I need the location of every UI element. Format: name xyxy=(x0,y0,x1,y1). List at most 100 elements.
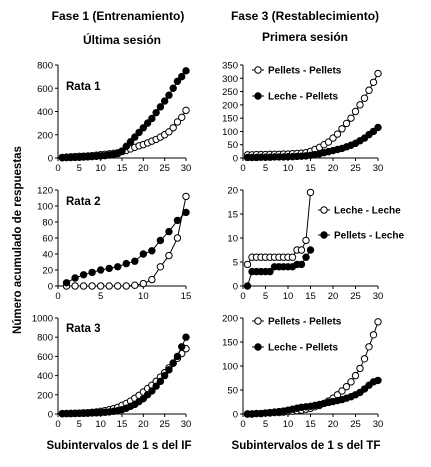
chart-panel-3: 0 20 40 60 80 100 120 0 5 10 15 Rata 2 xyxy=(37,186,191,303)
data-point xyxy=(324,138,333,146)
y-tick-label: 0 xyxy=(48,410,53,421)
x-tick-label: 30 xyxy=(373,419,384,430)
x-tick-label: 25 xyxy=(350,291,361,302)
series-open xyxy=(243,188,315,269)
data-point xyxy=(351,371,360,380)
series-filled xyxy=(62,208,190,287)
data-point xyxy=(173,352,182,361)
legend-marker xyxy=(320,206,328,214)
chart-panel-2: 0 50 100 150 200 250 300 350 0 5 10 15 20 25 30 Pellets… xyxy=(222,61,383,175)
x-tick-label: 5 xyxy=(263,419,268,430)
x-tick-label: 20 xyxy=(138,419,149,430)
chart-panel-6: 0 50 100 150 200 0 5 10 15 20 25 30 Pellets - Pellet… xyxy=(222,314,383,431)
y-tick-label: 150 xyxy=(222,114,238,125)
x-tick-label: 5 xyxy=(263,163,268,174)
x-tick-label: 20 xyxy=(138,163,149,174)
data-point xyxy=(178,343,186,351)
x-tick-label: 0 xyxy=(55,419,60,430)
y-tick-label: 100 xyxy=(37,202,53,213)
y-tick-label: 100 xyxy=(222,362,238,373)
data-point xyxy=(114,282,122,290)
data-point xyxy=(131,281,139,289)
series-open xyxy=(62,192,190,290)
y-tick-label: 10 xyxy=(227,234,238,245)
x-tick-label: 5 xyxy=(77,163,82,174)
data-point xyxy=(338,125,346,133)
legend: Pellets - Pellets Leche - Pellets xyxy=(252,317,342,354)
data-point xyxy=(160,97,169,105)
x-tick-label: 5 xyxy=(77,419,82,430)
data-point xyxy=(62,279,71,287)
series-filled xyxy=(243,246,315,290)
x-tick-label: 10 xyxy=(138,291,149,302)
data-point xyxy=(126,138,135,146)
data-point xyxy=(374,123,382,132)
panel-label: Rata 3 xyxy=(66,323,101,335)
y-tick-label: 1000 xyxy=(32,314,53,325)
data-point xyxy=(152,108,160,117)
data-point xyxy=(156,103,165,111)
right-column-subheader: Primera sesión xyxy=(262,30,348,44)
data-point xyxy=(182,208,190,217)
y-axis-label: Número acumulado de respuestas xyxy=(12,146,24,334)
y-tick-label: 5 xyxy=(233,258,238,269)
data-point xyxy=(131,133,139,141)
x-tick-label: 20 xyxy=(328,419,339,430)
y-tick-label: 100 xyxy=(222,127,238,138)
y-tick-label: 15 xyxy=(227,210,238,221)
y-tick-label: 20 xyxy=(227,186,238,197)
chart-panel-1: 0 200 400 600 800 0 5 10 15 20 25 30 Rata 1 xyxy=(37,61,191,175)
data-point xyxy=(374,318,382,326)
x-tick-label: 5 xyxy=(98,291,103,302)
data-point xyxy=(139,124,148,132)
data-point xyxy=(152,382,160,390)
data-point xyxy=(333,130,342,138)
legend-label: Pellets - Leche xyxy=(334,231,404,242)
y-tick-label: 0 xyxy=(48,154,53,165)
chart-panel-4: 0 5 10 15 20 0 5 10 15 20 25 30 Leche - Leche Pellets… xyxy=(227,186,404,303)
data-point xyxy=(365,86,373,94)
data-point xyxy=(148,247,156,255)
data-point xyxy=(156,263,165,271)
data-point xyxy=(182,67,190,75)
y-tick-label: 350 xyxy=(222,61,238,72)
x-axis-label-right: Subintervalos de 1 s del TF xyxy=(232,440,381,452)
legend-label: Leche - Pellets xyxy=(268,92,338,103)
y-tick-label: 800 xyxy=(37,333,53,344)
data-point xyxy=(156,377,165,386)
data-point xyxy=(351,107,360,116)
y-tick-label: 200 xyxy=(37,130,53,141)
x-tick-label: 0 xyxy=(55,163,60,174)
y-tick-label: 0 xyxy=(233,282,238,293)
y-tick-label: 50 xyxy=(227,140,238,151)
data-point xyxy=(169,359,177,367)
x-tick-label: 25 xyxy=(350,163,361,174)
data-point xyxy=(338,387,346,395)
x-tick-label: 15 xyxy=(117,419,128,430)
x-tick-label: 0 xyxy=(240,163,245,174)
left-column-subheader: Última sesión xyxy=(83,32,161,47)
data-point xyxy=(96,282,105,290)
x-tick-label: 10 xyxy=(95,163,106,174)
data-point xyxy=(243,260,252,269)
data-point xyxy=(169,124,177,132)
data-point xyxy=(165,251,173,260)
data-point xyxy=(79,282,88,290)
legend-marker xyxy=(254,92,262,100)
series-filled xyxy=(58,67,190,162)
series-open xyxy=(243,318,382,418)
data-point xyxy=(182,106,190,115)
y-tick-label: 150 xyxy=(222,338,238,349)
series-open xyxy=(243,69,382,159)
legend: Pellets - Pellets Leche - Pellets xyxy=(252,66,342,103)
data-point xyxy=(173,234,182,242)
x-tick-label: 15 xyxy=(305,163,316,174)
y-tick-label: 40 xyxy=(42,250,53,261)
data-point xyxy=(302,253,310,261)
data-point xyxy=(169,84,177,92)
data-point xyxy=(131,257,139,265)
data-point xyxy=(173,77,182,85)
left-column-header: Fase 1 (Entrenamiento) xyxy=(52,9,185,23)
y-tick-label: 0 xyxy=(48,282,53,293)
y-tick-label: 60 xyxy=(42,234,53,245)
